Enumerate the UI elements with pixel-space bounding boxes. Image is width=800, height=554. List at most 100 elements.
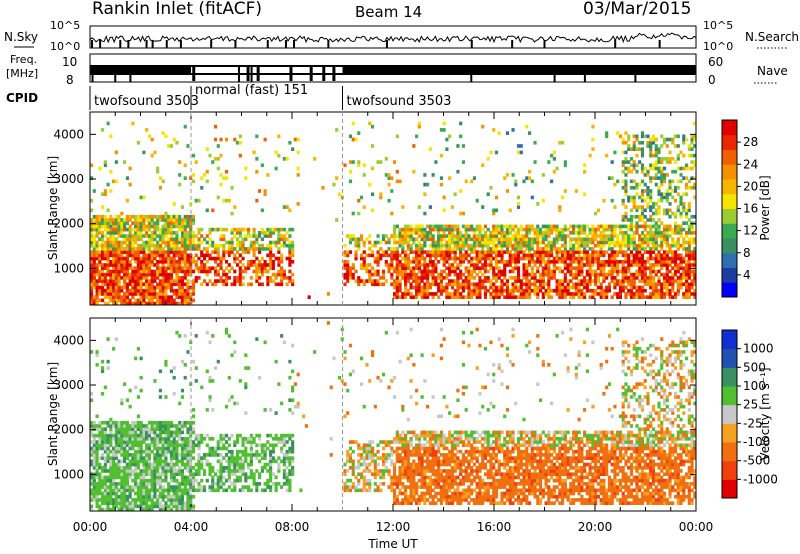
range-time-cell bbox=[125, 298, 129, 303]
range-time-cell bbox=[164, 424, 168, 428]
range-time-cell bbox=[654, 292, 658, 296]
range-time-cell bbox=[241, 263, 245, 267]
range-time-cell bbox=[426, 266, 430, 271]
range-time-cell bbox=[544, 227, 548, 232]
range-time-cell bbox=[90, 218, 94, 222]
range-time-cell bbox=[395, 240, 399, 245]
range-time-cell bbox=[684, 137, 689, 142]
range-time-cell bbox=[351, 263, 355, 267]
range-time-cell bbox=[161, 247, 165, 251]
range-time-cell bbox=[101, 231, 105, 235]
range-time-cell bbox=[632, 160, 636, 164]
range-time-cell bbox=[632, 237, 636, 242]
range-time-cell bbox=[459, 256, 463, 261]
range-time-cell bbox=[258, 231, 262, 235]
range-time-cell bbox=[112, 253, 116, 258]
range-time-cell bbox=[128, 469, 132, 473]
range-time-cell bbox=[684, 292, 689, 296]
range-time-cell bbox=[175, 498, 179, 502]
range-time-cell bbox=[437, 295, 441, 299]
range-time-cell bbox=[147, 507, 151, 512]
range-time-cell bbox=[175, 218, 179, 222]
range-time-cell bbox=[128, 237, 132, 242]
range-time-cell bbox=[90, 269, 94, 274]
range-time-cell bbox=[117, 504, 121, 509]
range-time-cell bbox=[114, 295, 118, 299]
range-time-cell bbox=[654, 272, 658, 277]
range-time-cell bbox=[662, 157, 667, 161]
range-time-cell bbox=[673, 253, 678, 258]
range-time-cell bbox=[120, 485, 124, 489]
range-time-cell bbox=[530, 227, 534, 232]
range-time-cell bbox=[651, 211, 656, 216]
range-time-cell bbox=[660, 157, 664, 161]
range-time-cell bbox=[527, 231, 532, 235]
range-time-cell bbox=[417, 266, 421, 271]
range-time-cell bbox=[503, 240, 507, 245]
range-time-cell bbox=[478, 231, 482, 235]
range-time-cell bbox=[594, 269, 598, 274]
range-time-cell bbox=[635, 153, 639, 158]
range-time-cell bbox=[123, 478, 127, 483]
range-time-cell bbox=[415, 282, 419, 287]
range-time-cell bbox=[649, 237, 653, 242]
range-time-cell bbox=[351, 137, 355, 142]
range-time-cell bbox=[175, 240, 179, 245]
range-time-cell bbox=[150, 488, 154, 493]
range-time-cell bbox=[117, 507, 121, 512]
range-time-cell bbox=[211, 256, 215, 261]
range-time-cell bbox=[464, 224, 468, 229]
range-time-cell bbox=[541, 253, 545, 258]
range-time-cell bbox=[442, 208, 446, 213]
range-time-cell bbox=[483, 259, 488, 264]
range-time-cell bbox=[448, 256, 452, 261]
range-time-cell bbox=[175, 224, 179, 229]
range-time-cell bbox=[291, 227, 295, 232]
range-time-cell bbox=[150, 231, 154, 235]
range-time-cell bbox=[605, 131, 609, 135]
range-time-cell bbox=[288, 208, 292, 213]
range-time-cell bbox=[516, 285, 521, 290]
range-time-cell bbox=[249, 240, 253, 245]
range-time-cell bbox=[117, 221, 121, 225]
range-time-cell bbox=[260, 263, 264, 267]
range-time-cell bbox=[95, 256, 99, 261]
range-time-cell bbox=[153, 276, 157, 280]
range-time-cell bbox=[599, 247, 603, 251]
range-time-cell bbox=[505, 285, 510, 290]
range-time-cell bbox=[131, 456, 135, 460]
range-time-cell bbox=[514, 247, 518, 251]
range-time-cell bbox=[398, 272, 402, 277]
range-time-cell bbox=[161, 424, 165, 428]
range-time-cell bbox=[158, 446, 163, 451]
range-time-cell bbox=[500, 285, 504, 290]
range-time-cell bbox=[92, 263, 96, 267]
range-time-cell bbox=[431, 247, 435, 251]
range-time-cell bbox=[103, 459, 107, 464]
range-time-cell bbox=[629, 285, 634, 290]
range-time-cell bbox=[172, 231, 176, 235]
range-time-cell bbox=[147, 504, 151, 509]
range-time-cell bbox=[596, 272, 600, 277]
range-time-cell bbox=[561, 231, 565, 235]
range-time-cell bbox=[632, 234, 636, 238]
range-time-cell bbox=[544, 288, 548, 293]
range-time-cell bbox=[114, 443, 118, 448]
range-time-cell bbox=[442, 237, 446, 242]
range-time-cell bbox=[522, 292, 526, 296]
range-time-cell bbox=[169, 285, 174, 290]
range-time-cell bbox=[381, 276, 386, 280]
range-time-cell bbox=[538, 263, 543, 267]
range-time-cell bbox=[550, 253, 554, 258]
range-time-cell bbox=[255, 256, 259, 261]
range-time-cell bbox=[679, 266, 683, 271]
range-time-cell bbox=[139, 482, 143, 486]
range-time-cell bbox=[139, 449, 143, 454]
range-time-cell bbox=[525, 288, 529, 293]
range-time-cell bbox=[222, 198, 226, 203]
range-time-cell bbox=[175, 472, 179, 477]
range-time-cell bbox=[618, 279, 623, 283]
range-time-cell bbox=[494, 250, 499, 254]
range-time-cell bbox=[514, 263, 518, 267]
range-time-cell bbox=[282, 227, 286, 232]
